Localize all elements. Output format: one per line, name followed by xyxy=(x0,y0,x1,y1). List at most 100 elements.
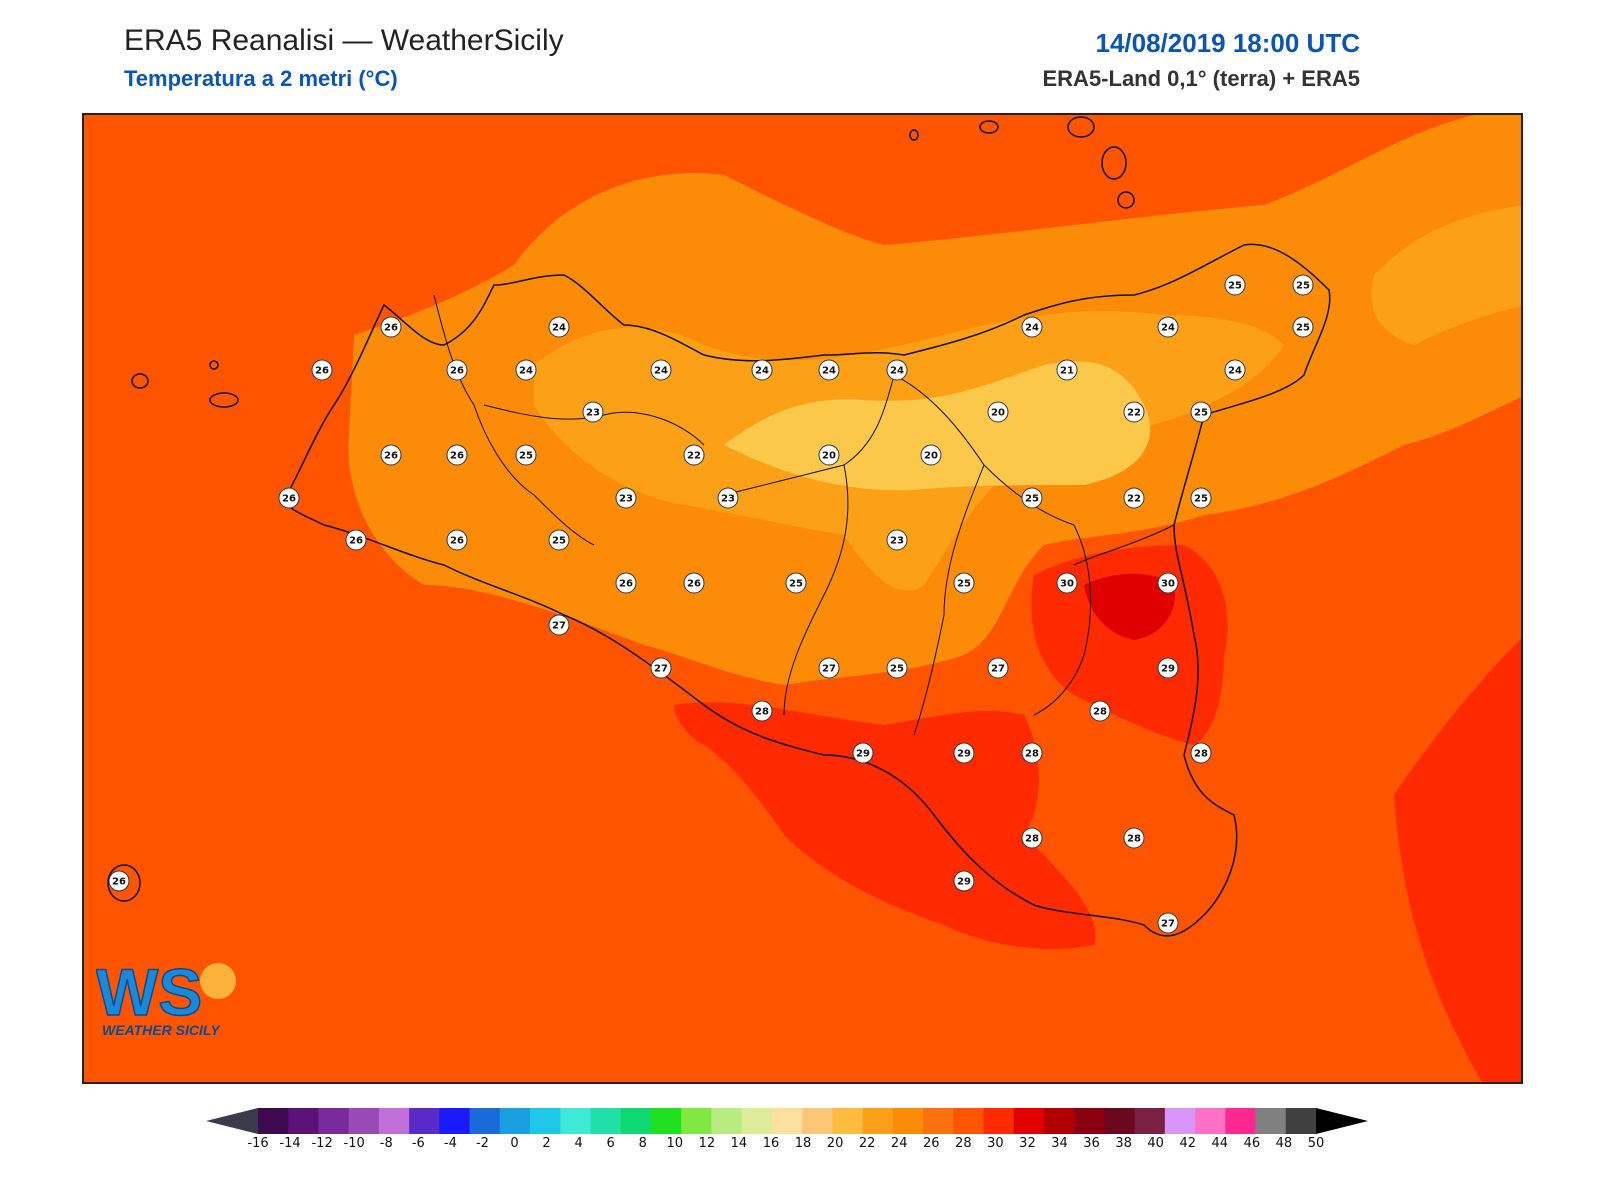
station-circle xyxy=(717,487,739,509)
station-marker: 23 xyxy=(582,401,604,423)
colorbar-swatch xyxy=(862,1108,894,1134)
station-circle xyxy=(1021,316,1043,338)
station-circle xyxy=(515,359,537,381)
station-circle xyxy=(615,572,637,594)
colorbar-swatch xyxy=(1043,1108,1075,1134)
station-circle xyxy=(615,487,637,509)
station-temperature: 26 xyxy=(384,323,398,334)
station-marker: 26 xyxy=(615,572,637,594)
colorbar-tick-label: 4 xyxy=(574,1136,583,1151)
station-marker: 26 xyxy=(380,316,402,338)
station-circle xyxy=(1021,742,1043,764)
station-temperature: 24 xyxy=(755,366,769,377)
station-temperature: 28 xyxy=(1093,707,1107,718)
station-marker: 25 xyxy=(515,444,537,466)
station-marker: 22 xyxy=(1123,401,1145,423)
station-circle xyxy=(987,401,1009,423)
station-circle xyxy=(1157,572,1179,594)
colorbar-tick-label: 8 xyxy=(638,1136,647,1151)
station-marker: 28 xyxy=(1190,742,1212,764)
station-circle xyxy=(650,359,672,381)
station-temperature: 28 xyxy=(1025,749,1039,760)
station-marker: 24 xyxy=(650,359,672,381)
station-marker: 25 xyxy=(953,572,975,594)
colorbar-swatch xyxy=(439,1108,471,1134)
colorbar-swatch xyxy=(288,1108,319,1134)
station-marker: 24 xyxy=(751,359,773,381)
station-temperature: 25 xyxy=(789,579,803,590)
station-temperature: 22 xyxy=(1127,408,1141,419)
station-temperature: 24 xyxy=(552,323,566,334)
colorbar-tick-label: 28 xyxy=(955,1136,972,1151)
colorbar-tick-label: 46 xyxy=(1243,1136,1261,1151)
station-circle xyxy=(953,572,975,594)
colorbar-swatch xyxy=(620,1108,652,1134)
colorbar-min-arrow xyxy=(206,1108,258,1134)
station-marker: 24 xyxy=(818,359,840,381)
station-circle xyxy=(1190,401,1212,423)
colorbar-swatch xyxy=(650,1108,682,1134)
colorbar-tick-label: 0 xyxy=(510,1136,519,1151)
colorbar-tick-label: 24 xyxy=(890,1136,908,1151)
colorbar-swatches xyxy=(206,1108,1368,1134)
station-marker: 25 xyxy=(1021,487,1043,509)
station-temperature: 24 xyxy=(654,366,668,377)
station-circle xyxy=(1123,487,1145,509)
station-circle xyxy=(1224,274,1246,296)
station-temperature: 27 xyxy=(991,664,1005,675)
station-temperature: 24 xyxy=(519,366,533,377)
colorbar-swatch xyxy=(1195,1108,1226,1134)
station-marker: 26 xyxy=(345,529,367,551)
station-temperature: 28 xyxy=(1194,749,1208,760)
station-circle xyxy=(1224,359,1246,381)
station-marker: 27 xyxy=(818,657,840,679)
colorbar-max-arrow xyxy=(1316,1108,1368,1134)
station-circle xyxy=(548,529,570,551)
colorbar-tick-label: 44 xyxy=(1211,1136,1229,1151)
station-marker: 24 xyxy=(515,359,537,381)
colorbar-swatch xyxy=(771,1108,803,1134)
station-temperature: 30 xyxy=(1161,579,1175,590)
station-circle xyxy=(987,657,1009,679)
station-marker: 28 xyxy=(1089,700,1111,722)
station-marker: 26 xyxy=(278,487,300,509)
forecast-datetime: 14/08/2019 18:00 UTC xyxy=(1095,28,1360,58)
station-temperature: 27 xyxy=(552,621,566,632)
station-temperature: 26 xyxy=(349,536,363,547)
map-panel[interactable]: 26 24 26 26 24 24 24 24 24 24 24 21 25 25 25 24 23 20 22 25… xyxy=(82,113,1523,1084)
station-temperature: 28 xyxy=(755,707,769,718)
band-30-32 xyxy=(1084,573,1175,640)
colorbar-swatch xyxy=(560,1108,592,1134)
station-circle xyxy=(446,444,468,466)
station-temperature: 22 xyxy=(687,451,701,462)
band-28-30-sea xyxy=(1394,638,1521,1082)
colorbar-swatch xyxy=(741,1108,773,1134)
station-temperature: 23 xyxy=(721,494,735,505)
station-marker: 20 xyxy=(818,444,840,466)
station-temperature: 26 xyxy=(687,579,701,590)
station-circle xyxy=(311,359,333,381)
colorbar-tick-label: 16 xyxy=(762,1136,780,1151)
islands xyxy=(107,116,1135,902)
station-temperature: 29 xyxy=(856,749,870,760)
colorbar-tick-label: 26 xyxy=(922,1136,940,1151)
station-temperature: 27 xyxy=(1161,919,1175,930)
station-circle xyxy=(515,444,537,466)
temperature-colorbar: -16 -14 -12 -10 -8 -6 -4 -2 0 2 4 6 8 10 12 14 16 18 20 22 2… xyxy=(206,1104,1400,1164)
station-marker: 26 xyxy=(380,444,402,466)
station-circle xyxy=(582,401,604,423)
logo-tagline: WEATHER SICILY xyxy=(102,1022,221,1038)
colorbar-swatch xyxy=(258,1108,289,1134)
colorbar-labels: -16 -14 -12 -10 -8 -6 -4 -2 0 2 4 6 8 10 12 14 16 18 20 22 2… xyxy=(206,1136,1400,1156)
station-circle xyxy=(1292,274,1314,296)
colorbar-tick-label: 50 xyxy=(1307,1136,1325,1151)
station-temperature: 20 xyxy=(991,408,1005,419)
station-temperature: 29 xyxy=(957,749,971,760)
station-temperature: 27 xyxy=(654,664,668,675)
station-circle xyxy=(785,572,807,594)
station-marker: 26 xyxy=(446,359,468,381)
station-marker: 28 xyxy=(751,700,773,722)
station-circle xyxy=(751,700,773,722)
station-marker: 24 xyxy=(886,359,908,381)
station-circle xyxy=(1157,912,1179,934)
